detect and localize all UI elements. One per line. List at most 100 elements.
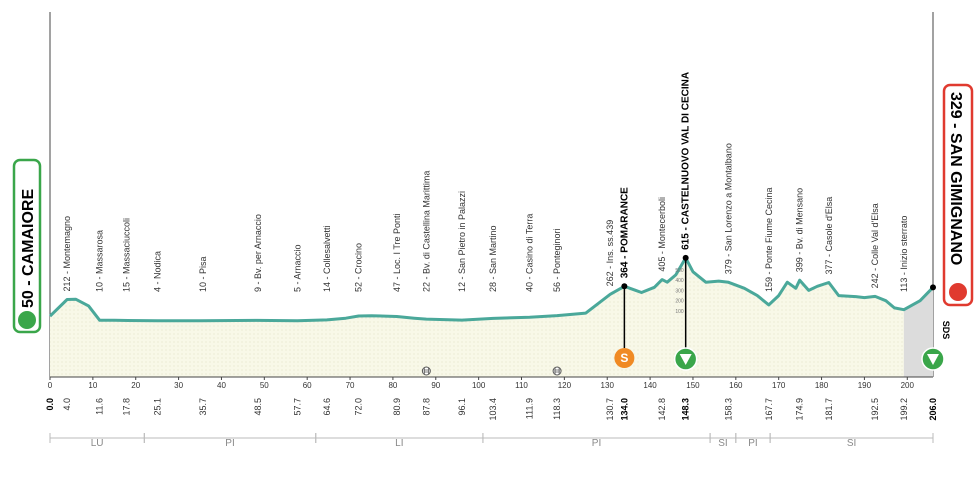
finish-label: 329 - SAN GIMIGNANO (947, 92, 964, 265)
waypoint-label: 4 - Nodica (153, 251, 163, 292)
y-tick-label: 500 (675, 268, 684, 274)
sprint-dot (621, 283, 628, 290)
km-label: 103.4 (488, 398, 498, 421)
km-label: 181.7 (824, 398, 834, 421)
x-tick-label: 190 (858, 381, 872, 390)
km-label: 142.8 (657, 398, 667, 421)
km-label: 17.8 (121, 398, 131, 416)
waypoint-label: 10 - Massarosa (95, 230, 105, 292)
sprint-marker (614, 348, 635, 368)
km-label: 192.5 (870, 398, 880, 421)
waypoint-label: 14 - Collesalvetti (322, 225, 332, 292)
x-tick-label: 140 (643, 381, 657, 390)
km-label: 80.9 (392, 398, 402, 416)
x-tick-label: 50 (260, 381, 269, 390)
km-label: 25.1 (153, 398, 163, 416)
climb-arrow (679, 354, 692, 365)
rail-icon-lines (423, 368, 430, 374)
waypoint-label: 379 - San Lorenzo a Montalbano (724, 143, 734, 274)
km-label: 134.0 (619, 398, 629, 421)
sprint-mark: S (620, 351, 628, 365)
y-tick-label: 100 (675, 309, 684, 315)
km-label: 64.6 (322, 398, 332, 416)
km-label: 11.6 (95, 398, 105, 415)
km-label: 35.7 (198, 398, 208, 416)
km-label: 158.3 (724, 398, 734, 421)
finish-box (942, 83, 974, 307)
x-tick-label: 30 (174, 381, 183, 390)
x-tick-label: 170 (772, 381, 786, 390)
x-tick-label: 90 (431, 381, 440, 390)
km-label: 167.7 (764, 398, 774, 421)
waypoint-label: 22 - Bv. di Castellina Marittima (421, 171, 431, 292)
waypoint-label: 113 - Inizio sterrato (899, 216, 909, 292)
start-label: 50 - CAMAIORE (20, 189, 37, 308)
km-label: 57.7 (292, 398, 302, 416)
waypoint-label: 10 - Pisa (198, 256, 208, 292)
region-label: SI (847, 438, 856, 449)
km-label: 0.0 (45, 398, 55, 411)
km-label: 111.9 (525, 398, 535, 419)
waypoint-label: 405 - Montecerboli (657, 197, 667, 272)
x-tick-label: 100 (472, 381, 486, 390)
x-tick-label: 10 (88, 381, 97, 390)
waypoint-label: 9 - Bv. per Arnaccio (253, 214, 263, 292)
y-tick-label: 400 (675, 278, 684, 284)
region-label: PI (748, 438, 757, 449)
km-label: 174.9 (795, 398, 805, 421)
region-label: LI (395, 438, 403, 449)
profile-line (48, 256, 935, 323)
waypoint-label: 56 - Ponteginori (552, 228, 562, 292)
waypoint-label: 40 - Casino di Terra (525, 214, 535, 292)
kom-dot (682, 254, 689, 261)
waypoint-label: 15 - Massaciuccoli (121, 218, 131, 292)
x-tick-label: 40 (217, 381, 226, 390)
start-icon (18, 311, 36, 329)
waypoint-label: 615 - CASTELNUOVO VAL DI CECINA (681, 72, 692, 250)
x-tick-label: 180 (815, 381, 829, 390)
region-label: PI (225, 438, 234, 449)
km-label: 148.3 (681, 398, 691, 421)
waypoint-label: 5 - Arnaccio (292, 244, 302, 292)
x-tick-label: 80 (388, 381, 397, 390)
waypoint-label: 364 - POMARANCE (619, 187, 630, 278)
waypoint-label: 12 - San Pietro in Palazzi (457, 191, 467, 292)
x-tick-label: 130 (601, 381, 615, 390)
x-tick-label: 200 (901, 381, 915, 390)
start-box (12, 158, 42, 334)
km-label: 48.5 (253, 398, 263, 416)
x-tick-label: 70 (346, 381, 355, 390)
waypoint-label: 212 - Montemagno (62, 216, 72, 292)
profile-fill (50, 257, 933, 377)
waypoint-label: 242 - Colle Val d'Elsa (870, 203, 880, 288)
finish-dot (930, 284, 936, 291)
x-tick-label: 0 (48, 381, 53, 390)
waypoint-label: 47 - Loc. I Tre Ponti (392, 213, 402, 292)
x-tick-label: 110 (515, 381, 528, 390)
x-tick-label: 60 (303, 381, 312, 390)
rail-icon (421, 366, 431, 376)
km-label: 4.0 (62, 398, 72, 411)
x-tick-label: 20 (131, 381, 140, 390)
km-label: 130.7 (605, 398, 615, 421)
km-label: 87.8 (421, 398, 431, 416)
km-label: 199.2 (899, 398, 909, 421)
x-tick-label: 120 (558, 381, 572, 390)
region-label: LU (91, 438, 104, 449)
finish-note: SDS (941, 321, 951, 340)
waypoint-label: 28 - San Martino (488, 225, 498, 292)
climb-arrow (927, 354, 939, 365)
x-tick-label: 160 (729, 381, 743, 390)
rail-icon (552, 366, 562, 376)
waypoint-label: 52 - Crocino (354, 243, 364, 292)
region-label: PI (592, 438, 601, 449)
waypoint-label: 377 - Casole d'Elsa (824, 197, 834, 275)
km-label: 72.0 (354, 398, 364, 416)
waypoint-label: 262 - Ins. ss.439 (605, 220, 615, 287)
y-tick-label: 300 (675, 288, 684, 294)
x-tick-label: 150 (686, 381, 700, 390)
waypoint-label: 159 - Ponte Fiume Cecina (764, 187, 774, 292)
waypoint-label: 399 - Bv. di Mensano (795, 188, 805, 272)
finish-icon (949, 283, 967, 301)
